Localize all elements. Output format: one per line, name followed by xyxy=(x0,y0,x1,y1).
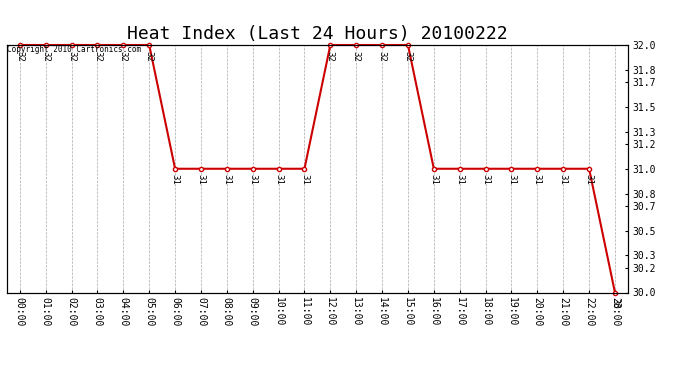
Text: 31: 31 xyxy=(507,174,516,185)
Text: Copyright 2010 Cartronics.com: Copyright 2010 Cartronics.com xyxy=(7,45,141,54)
Text: 32: 32 xyxy=(145,51,154,61)
Text: 31: 31 xyxy=(429,174,438,185)
Text: 32: 32 xyxy=(119,51,128,61)
Text: 31: 31 xyxy=(222,174,231,185)
Text: 32: 32 xyxy=(67,51,76,61)
Text: 32: 32 xyxy=(15,51,24,61)
Text: 31: 31 xyxy=(248,174,257,185)
Text: 31: 31 xyxy=(533,174,542,185)
Text: 32: 32 xyxy=(93,51,102,61)
Text: 32: 32 xyxy=(352,51,361,61)
Text: 32: 32 xyxy=(326,51,335,61)
Text: 31: 31 xyxy=(584,174,593,185)
Text: 31: 31 xyxy=(559,174,568,185)
Title: Heat Index (Last 24 Hours) 20100222: Heat Index (Last 24 Hours) 20100222 xyxy=(127,26,508,44)
Text: 31: 31 xyxy=(197,174,206,185)
Text: 32: 32 xyxy=(404,51,413,61)
Text: 31: 31 xyxy=(300,174,309,185)
Text: 31: 31 xyxy=(274,174,283,185)
Text: 31: 31 xyxy=(170,174,179,185)
Text: 31: 31 xyxy=(455,174,464,185)
Text: 32: 32 xyxy=(377,51,386,61)
Text: 32: 32 xyxy=(41,51,50,61)
Text: 30: 30 xyxy=(611,298,620,309)
Text: 31: 31 xyxy=(481,174,490,185)
